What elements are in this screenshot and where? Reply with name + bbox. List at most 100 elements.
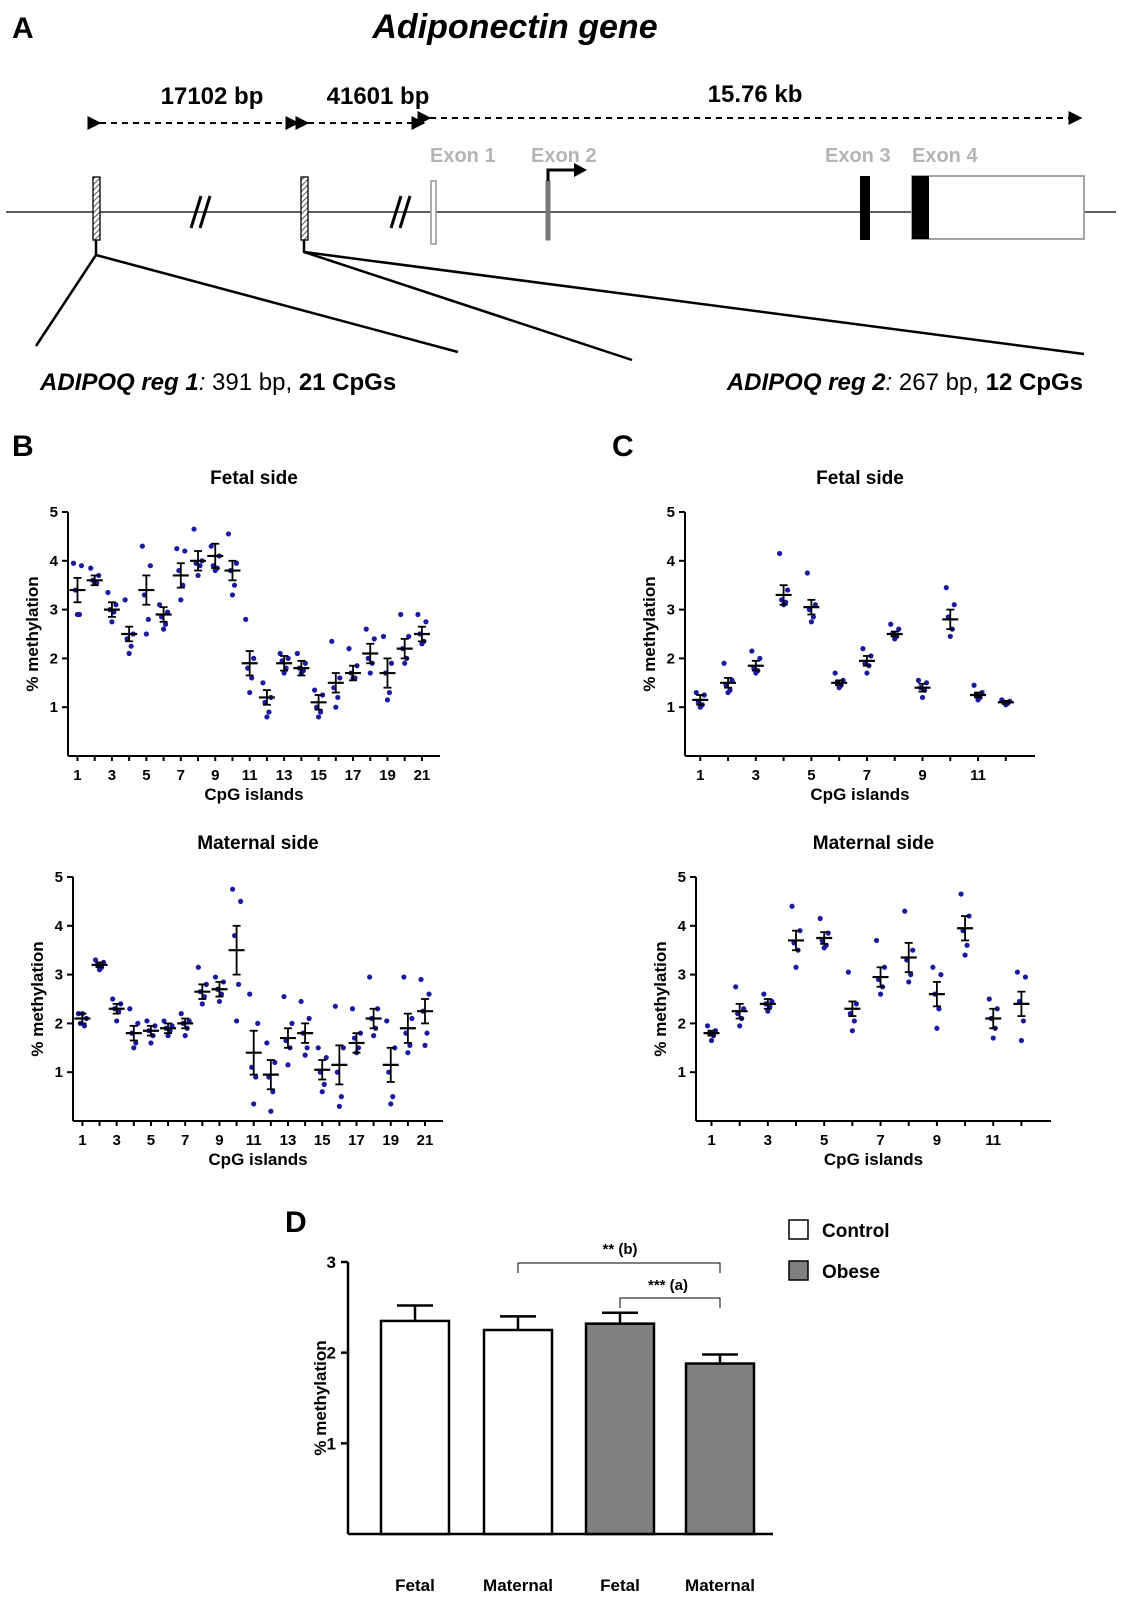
region-2-box [300,176,309,241]
data-point [251,1101,257,1107]
x-tick-label: 11 [242,767,258,784]
data-point [386,689,393,696]
data-point [270,1089,276,1095]
data-point [340,1045,346,1051]
x-tick-label: 5 [142,767,150,784]
gene-title: Adiponectin gene [371,8,657,46]
data-point [114,1018,120,1024]
region-2-label: ADIPOQ reg 2: 267 bp, 12 CpGs [726,369,1083,396]
x-tick-label: 1 [696,767,704,784]
data-point [808,619,814,625]
data-point [415,611,421,618]
data-point [761,991,767,997]
zoom-lines [34,240,1085,362]
y-tick-label: 2 [327,1344,336,1363]
data-point [402,660,408,666]
data-point [336,1103,342,1109]
data-point [737,1023,743,1029]
legend-label-obese: Obese [822,1262,880,1283]
data-point [769,998,775,1005]
data-point [836,685,842,691]
data-point [701,692,707,698]
data-point [789,903,795,909]
data-point [235,981,242,987]
data-point [853,1001,859,1007]
x-tick-label: 11 [970,767,986,784]
data-point [1020,1018,1027,1024]
x-tick-label: 15 [310,767,327,784]
data-point [74,611,81,618]
data-point [135,1020,141,1026]
span-label-3: 15.76 kb [708,81,803,108]
y-axis-title: % methylation [651,941,670,1056]
region-1-box [92,176,101,241]
data-point [418,976,424,983]
data-point [126,650,132,657]
data-point [896,626,902,632]
data-point [812,602,818,608]
x-tick-label: 7 [181,1132,189,1149]
span-arrows [87,111,1083,130]
y-axis-title: % methylation [640,576,659,691]
data-point [208,543,214,549]
data-point [268,1108,274,1114]
x-tick-label: 9 [933,1132,941,1149]
data-point [405,1050,411,1056]
x-tick-label: 3 [764,1132,772,1149]
y-tick-label: 2 [50,650,58,667]
data-point [406,633,412,640]
data-point [422,1042,428,1048]
y-axis-title: % methylation [311,1340,330,1455]
data-point [212,974,219,980]
plot-title: Fetal side [210,468,298,489]
data-point [367,974,373,980]
data-point [195,572,201,579]
data-point [388,660,395,666]
data-point [281,670,287,676]
panel-a: A Adiponectin gene 17102 bp 41601 bp 15.… [6,8,1116,396]
data-point [160,626,167,632]
data-point [753,670,759,676]
data-point [832,670,838,676]
data-point [881,964,888,970]
y-tick-label: 1 [678,1064,686,1081]
data-point [319,1089,325,1095]
data-point [712,1028,719,1034]
legend-swatch-obese [788,1260,809,1281]
data-point [302,660,308,666]
y-tick-label: 4 [55,918,64,935]
data-point [131,1045,137,1051]
data-point [113,602,119,608]
plot-title: Maternal side [813,833,934,854]
data-point [962,952,968,958]
data-point [384,1018,390,1024]
data-point [930,964,936,970]
data-point [249,675,255,681]
data-point [164,609,171,615]
data-point [371,636,377,642]
x-tick-label: Fetal [395,1576,435,1595]
data-point [229,886,236,892]
data-point [247,991,253,997]
data-point [247,689,253,696]
data-point [321,1081,327,1087]
data-point [1014,969,1021,975]
exon-1-box [430,180,437,245]
x-tick-label: 21 [414,767,431,784]
y-tick-label: 3 [55,967,63,984]
data-point [285,655,291,662]
data-point [81,1023,88,1029]
data-point [785,587,791,593]
data-point [845,969,851,975]
x-tick-label: 15 [314,1132,331,1149]
data-point [986,996,992,1002]
data-point [128,643,134,649]
data-point [264,714,270,720]
x-tick-label: 5 [820,1132,828,1149]
data-point [877,991,884,997]
data-point [329,638,335,644]
data-point [186,1018,192,1024]
exon-label-1: Exon 1 [430,145,496,167]
